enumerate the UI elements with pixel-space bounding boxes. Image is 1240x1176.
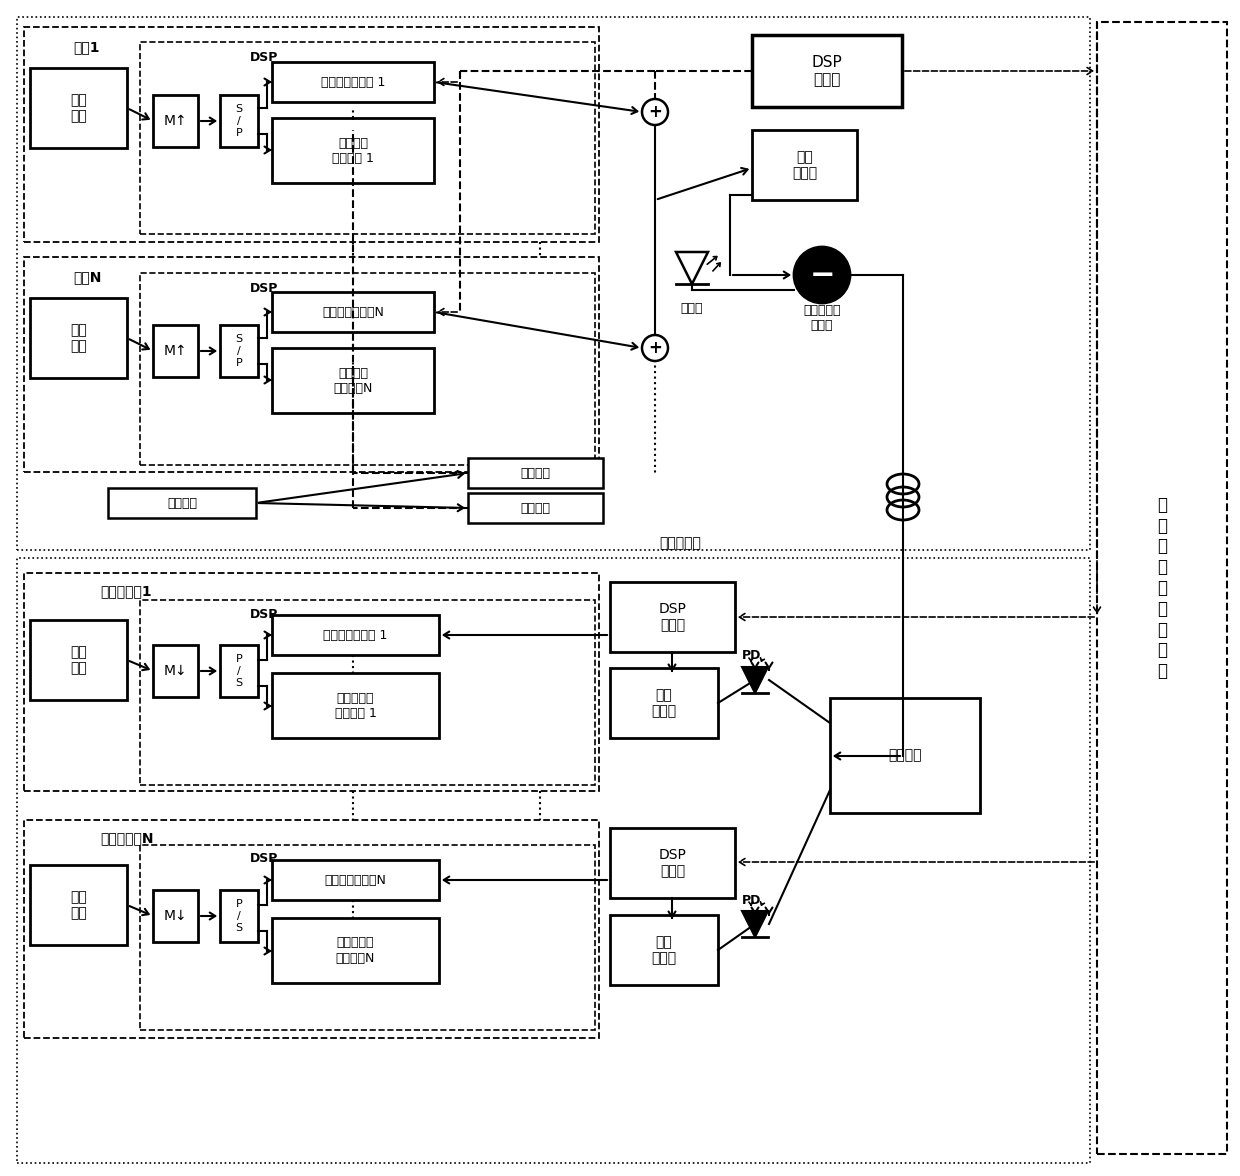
Text: PD: PD (742, 648, 761, 662)
Text: 正交相匹配
配滤波器N: 正交相匹配 配滤波器N (336, 936, 376, 964)
Text: P
/
S: P / S (236, 654, 243, 688)
Bar (153, 644, 198, 697)
Text: S
/
P: S / P (236, 105, 243, 138)
Bar (24, 258, 599, 472)
Bar (30, 68, 126, 148)
Bar (30, 298, 126, 377)
Text: 同相整形滤波器 1: 同相整形滤波器 1 (321, 75, 386, 88)
Circle shape (642, 99, 668, 125)
Bar (467, 457, 603, 488)
Bar (17, 16, 1090, 550)
Text: 光分支器: 光分支器 (888, 748, 921, 762)
Bar (153, 325, 198, 377)
Bar (272, 615, 439, 655)
Text: 密钥生成: 密钥生成 (521, 501, 551, 515)
Text: 马赫曾德尔
调制器: 马赫曾德尔 调制器 (804, 305, 841, 332)
Text: DSP: DSP (250, 281, 278, 294)
Text: −: − (810, 261, 835, 289)
Bar (140, 42, 595, 234)
Text: DSP: DSP (250, 851, 278, 864)
Bar (1097, 22, 1228, 1154)
Bar (751, 35, 901, 107)
Bar (24, 573, 599, 791)
Text: 密钥生成: 密钥生成 (521, 467, 551, 480)
Bar (751, 131, 857, 200)
Text: 同相匹配滤波器 1: 同相匹配滤波器 1 (324, 628, 388, 641)
Text: M↓: M↓ (164, 909, 187, 923)
Text: 编码
解调: 编码 解调 (71, 644, 87, 675)
Text: 编码
解调: 编码 解调 (71, 890, 87, 920)
Bar (272, 918, 439, 983)
Bar (153, 890, 198, 942)
Text: 激光器: 激光器 (681, 301, 703, 314)
Circle shape (642, 335, 668, 361)
Bar (830, 699, 980, 813)
Text: 编码
调制: 编码 调制 (71, 93, 87, 123)
Circle shape (794, 247, 849, 303)
Bar (30, 866, 126, 946)
Bar (17, 557, 1090, 1163)
Polygon shape (742, 911, 768, 937)
Text: 信道N: 信道N (73, 270, 102, 283)
Bar (272, 118, 434, 183)
Bar (272, 860, 439, 900)
Text: DSP
控制器: DSP 控制器 (658, 602, 687, 633)
Text: 信道1: 信道1 (73, 40, 99, 54)
Text: DSP: DSP (250, 51, 278, 64)
Bar (467, 493, 603, 523)
Text: 模数
转换器: 模数 转换器 (651, 935, 677, 965)
Bar (24, 27, 599, 242)
Text: S
/
P: S / P (236, 334, 243, 368)
Text: PD: PD (742, 894, 761, 907)
Text: 编码
调制: 编码 调制 (71, 323, 87, 353)
Text: 光线路终端: 光线路终端 (660, 536, 701, 550)
Bar (610, 828, 735, 898)
Text: +: + (649, 103, 662, 121)
Bar (140, 273, 595, 465)
Polygon shape (742, 667, 768, 693)
Bar (153, 95, 198, 147)
Bar (140, 846, 595, 1030)
Bar (219, 325, 258, 377)
Text: 数模
转换器: 数模 转换器 (792, 149, 817, 180)
Bar (219, 95, 258, 147)
Text: P
/
S: P / S (236, 900, 243, 933)
Text: +: + (649, 339, 662, 358)
Text: 光网络单元1: 光网络单元1 (100, 584, 151, 599)
Bar (610, 915, 718, 985)
Bar (272, 292, 434, 332)
Text: 正交相整
形滤波器 1: 正交相整 形滤波器 1 (332, 136, 374, 165)
Bar (219, 644, 258, 697)
Bar (30, 620, 126, 700)
Text: DSP
控制器: DSP 控制器 (812, 55, 842, 87)
Text: M↓: M↓ (164, 664, 187, 679)
Bar (140, 600, 595, 786)
Text: 混沌系统: 混沌系统 (167, 496, 197, 509)
Bar (272, 673, 439, 739)
Bar (219, 890, 258, 942)
Text: 模数
转换器: 模数 转换器 (651, 688, 677, 719)
Text: 正交相整
形滤波器N: 正交相整 形滤波器N (334, 367, 373, 394)
Bar (610, 582, 735, 652)
Text: 软
件
定
义
网
络
控
制
器: 软 件 定 义 网 络 控 制 器 (1157, 496, 1167, 680)
Text: M↑: M↑ (164, 345, 187, 358)
Bar (272, 62, 434, 102)
Bar (108, 488, 255, 517)
Bar (272, 348, 434, 413)
Text: M↑: M↑ (164, 114, 187, 128)
Bar (24, 820, 599, 1038)
Bar (610, 668, 718, 739)
Text: 正交相匹配
配滤波器 1: 正交相匹配 配滤波器 1 (335, 691, 377, 720)
Text: 同相匹配滤波器N: 同相匹配滤波器N (325, 874, 387, 887)
Text: DSP: DSP (250, 608, 278, 621)
Text: 同相整形滤波器N: 同相整形滤波器N (322, 306, 384, 319)
Text: DSP
控制器: DSP 控制器 (658, 848, 687, 878)
Text: 光网络单元N: 光网络单元N (100, 831, 154, 846)
